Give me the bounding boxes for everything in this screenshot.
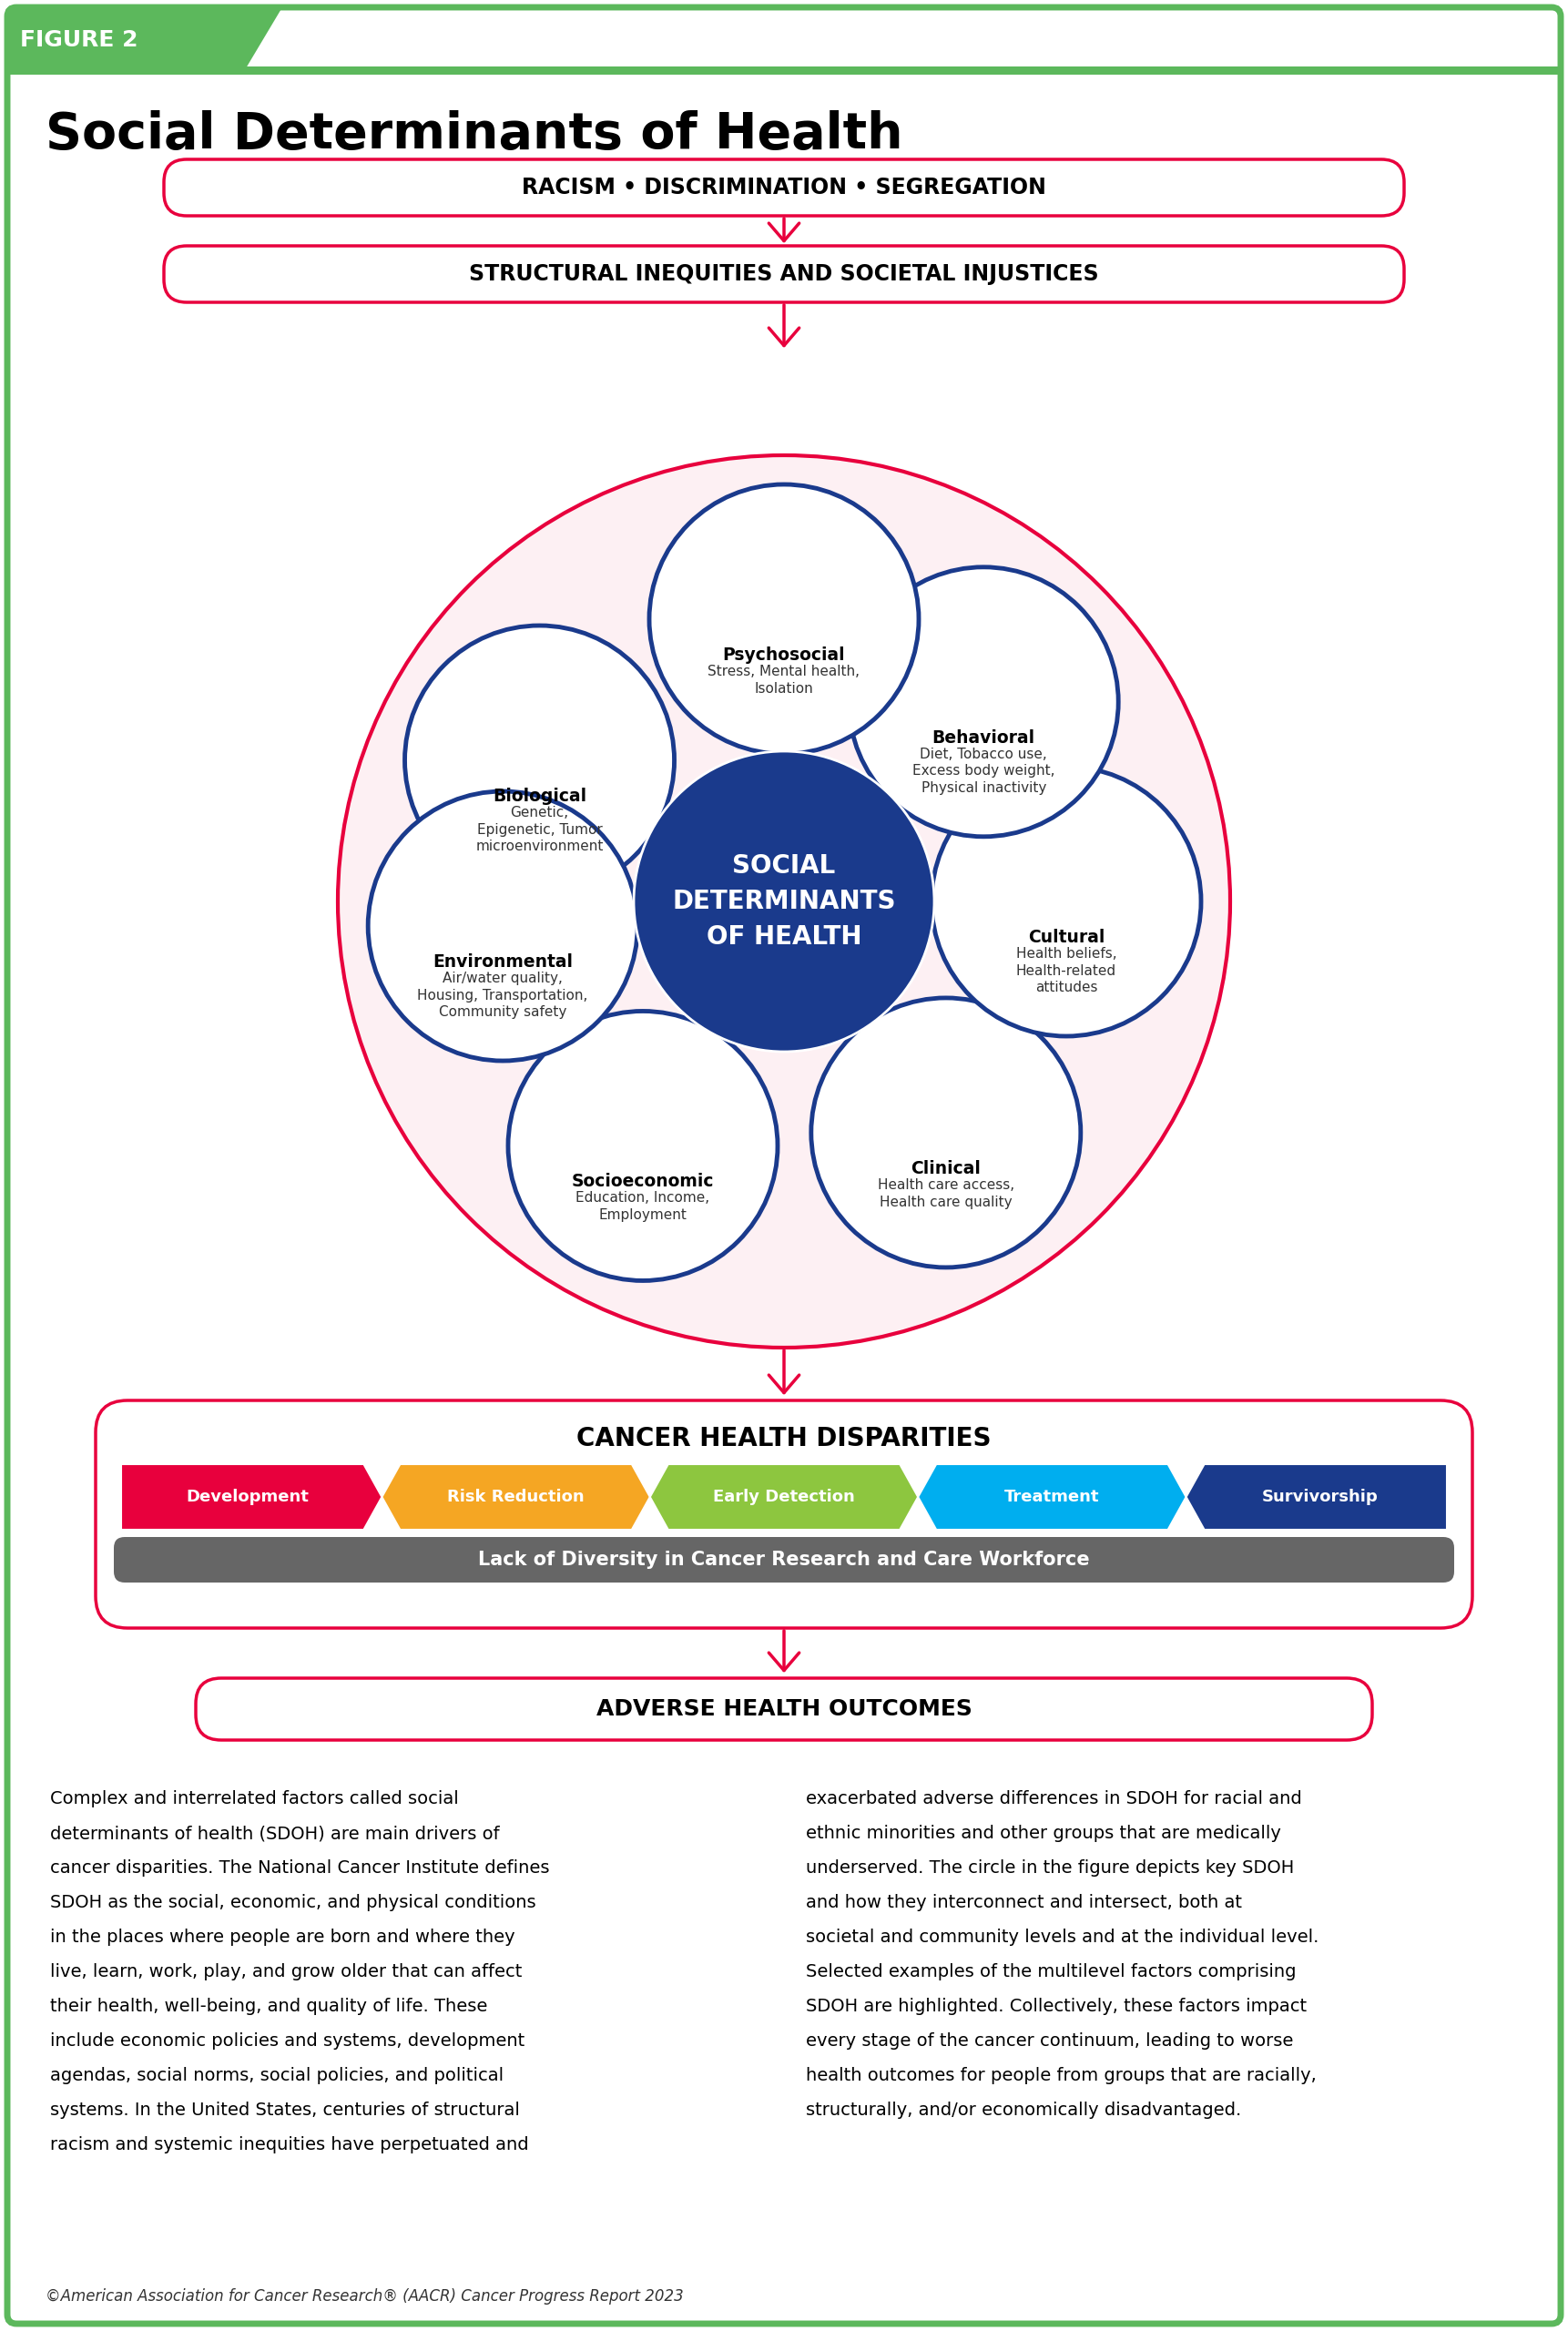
Text: agendas, social norms, social policies, and political: agendas, social norms, social policies, … bbox=[50, 2068, 503, 2084]
Text: include economic policies and systems, development: include economic policies and systems, d… bbox=[50, 2033, 525, 2049]
Text: underserved. The circle in the figure depicts key SDOH: underserved. The circle in the figure de… bbox=[806, 1860, 1294, 1876]
Text: Treatment: Treatment bbox=[1005, 1490, 1099, 1506]
Polygon shape bbox=[917, 1464, 1185, 1529]
Text: societal and community levels and at the individual level.: societal and community levels and at the… bbox=[806, 1928, 1319, 1946]
Text: Environmental: Environmental bbox=[433, 953, 572, 970]
Text: Early Detection: Early Detection bbox=[713, 1490, 855, 1506]
Text: Psychosocial: Psychosocial bbox=[723, 646, 845, 664]
FancyBboxPatch shape bbox=[8, 7, 1560, 2324]
Text: their health, well-being, and quality of life. These: their health, well-being, and quality of… bbox=[50, 1998, 488, 2014]
Polygon shape bbox=[8, 7, 282, 68]
Text: STRUCTURAL INEQUITIES AND SOCIETAL INJUSTICES: STRUCTURAL INEQUITIES AND SOCIETAL INJUS… bbox=[469, 263, 1099, 284]
Circle shape bbox=[649, 485, 919, 753]
Text: ethnic minorities and other groups that are medically: ethnic minorities and other groups that … bbox=[806, 1825, 1281, 1841]
Circle shape bbox=[508, 1012, 778, 1280]
Text: Complex and interrelated factors called social: Complex and interrelated factors called … bbox=[50, 1790, 459, 1807]
FancyBboxPatch shape bbox=[114, 1536, 1454, 1583]
Text: Cultural: Cultural bbox=[1029, 928, 1105, 946]
Circle shape bbox=[633, 751, 935, 1051]
FancyBboxPatch shape bbox=[8, 68, 1560, 75]
Circle shape bbox=[848, 566, 1118, 837]
FancyBboxPatch shape bbox=[196, 1678, 1372, 1739]
Text: cancer disparities. The National Cancer Institute defines: cancer disparities. The National Cancer … bbox=[50, 1860, 549, 1876]
Text: Genetic,
Epigenetic, Tumor
microenvironment: Genetic, Epigenetic, Tumor microenvironm… bbox=[475, 807, 604, 853]
Text: Social Determinants of Health: Social Determinants of Health bbox=[45, 110, 903, 159]
Text: RACISM • DISCRIMINATION • SEGREGATION: RACISM • DISCRIMINATION • SEGREGATION bbox=[522, 177, 1046, 198]
Text: racism and systemic inequities have perpetuated and: racism and systemic inequities have perp… bbox=[50, 2135, 528, 2154]
Text: ©American Association for Cancer Research® (AACR) Cancer Progress Report 2023: ©American Association for Cancer Researc… bbox=[45, 2289, 684, 2305]
Text: in the places where people are born and where they: in the places where people are born and … bbox=[50, 1928, 514, 1946]
FancyBboxPatch shape bbox=[165, 245, 1403, 303]
FancyBboxPatch shape bbox=[96, 1401, 1472, 1627]
Text: ADVERSE HEALTH OUTCOMES: ADVERSE HEALTH OUTCOMES bbox=[596, 1699, 972, 1720]
Text: SDOH are highlighted. Collectively, these factors impact: SDOH are highlighted. Collectively, thes… bbox=[806, 1998, 1306, 2014]
Text: Education, Income,
Employment: Education, Income, Employment bbox=[575, 1191, 710, 1221]
Text: health outcomes for people from groups that are racially,: health outcomes for people from groups t… bbox=[806, 2068, 1317, 2084]
Text: Survivorship: Survivorship bbox=[1262, 1490, 1378, 1506]
Text: Lack of Diversity in Cancer Research and Care Workforce: Lack of Diversity in Cancer Research and… bbox=[478, 1550, 1090, 1569]
Text: and how they interconnect and intersect, both at: and how they interconnect and intersect,… bbox=[806, 1893, 1242, 1911]
Polygon shape bbox=[651, 1464, 917, 1529]
Circle shape bbox=[811, 998, 1080, 1268]
Text: Health care access,
Health care quality: Health care access, Health care quality bbox=[878, 1177, 1014, 1210]
Polygon shape bbox=[121, 1464, 383, 1529]
Text: exacerbated adverse differences in SDOH for racial and: exacerbated adverse differences in SDOH … bbox=[806, 1790, 1301, 1807]
Text: Stress, Mental health,
Isolation: Stress, Mental health, Isolation bbox=[709, 664, 859, 695]
Circle shape bbox=[931, 767, 1201, 1037]
Text: Behavioral: Behavioral bbox=[931, 730, 1035, 746]
Text: Health beliefs,
Health-related
attitudes: Health beliefs, Health-related attitudes bbox=[1016, 946, 1116, 995]
Text: Socioeconomic: Socioeconomic bbox=[572, 1172, 713, 1191]
Text: SDOH as the social, economic, and physical conditions: SDOH as the social, economic, and physic… bbox=[50, 1893, 536, 1911]
Text: Diet, Tobacco use,
Excess body weight,
Physical inactivity: Diet, Tobacco use, Excess body weight, P… bbox=[913, 748, 1055, 795]
Polygon shape bbox=[383, 1464, 651, 1529]
Text: Selected examples of the multilevel factors comprising: Selected examples of the multilevel fact… bbox=[806, 1963, 1297, 1981]
Text: FIGURE 2: FIGURE 2 bbox=[20, 28, 138, 51]
FancyBboxPatch shape bbox=[165, 159, 1403, 217]
Circle shape bbox=[405, 625, 674, 895]
Text: Risk Reduction: Risk Reduction bbox=[447, 1490, 585, 1506]
Text: live, learn, work, play, and grow older that can affect: live, learn, work, play, and grow older … bbox=[50, 1963, 522, 1981]
Polygon shape bbox=[1185, 1464, 1447, 1529]
Text: Development: Development bbox=[187, 1490, 309, 1506]
Text: CANCER HEALTH DISPARITIES: CANCER HEALTH DISPARITIES bbox=[577, 1427, 991, 1452]
Circle shape bbox=[337, 455, 1231, 1347]
Text: SOCIAL
DETERMINANTS
OF HEALTH: SOCIAL DETERMINANTS OF HEALTH bbox=[673, 853, 895, 949]
Text: structurally, and/or economically disadvantaged.: structurally, and/or economically disadv… bbox=[806, 2103, 1242, 2119]
Text: systems. In the United States, centuries of structural: systems. In the United States, centuries… bbox=[50, 2103, 521, 2119]
Text: every stage of the cancer continuum, leading to worse: every stage of the cancer continuum, lea… bbox=[806, 2033, 1294, 2049]
Text: Biological: Biological bbox=[492, 788, 586, 804]
Text: determinants of health (SDOH) are main drivers of: determinants of health (SDOH) are main d… bbox=[50, 1825, 500, 1841]
Circle shape bbox=[368, 790, 638, 1061]
Text: Air/water quality,
Housing, Transportation,
Community safety: Air/water quality, Housing, Transportati… bbox=[417, 972, 588, 1019]
Text: Clinical: Clinical bbox=[911, 1161, 982, 1177]
